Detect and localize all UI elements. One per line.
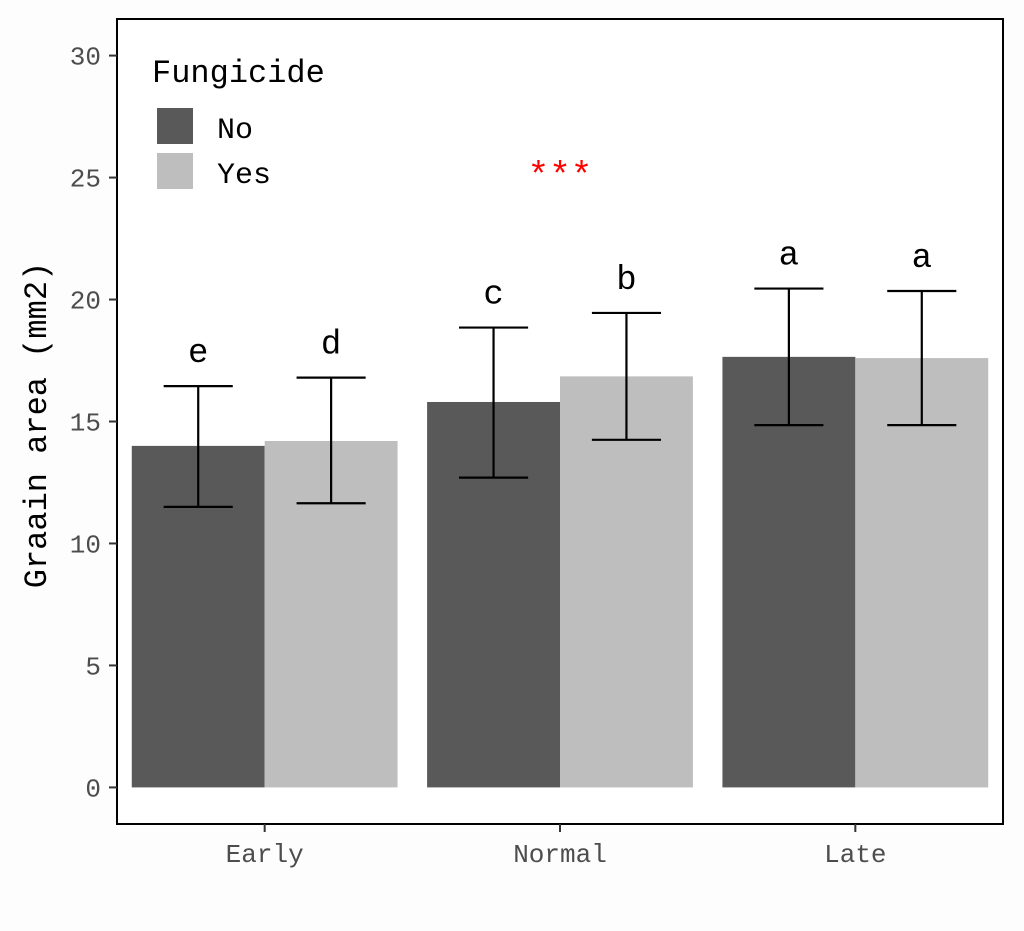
y-tick-label: 0 — [85, 774, 101, 804]
legend-swatch-no — [157, 108, 193, 144]
y-axis-title: Graain area (mm2) — [19, 262, 56, 588]
legend-swatch-yes — [157, 153, 193, 189]
legend-label-no: No — [217, 114, 253, 148]
bars — [131, 356, 989, 788]
bar — [855, 358, 989, 788]
y-tick-label: 25 — [70, 165, 101, 195]
error-bars — [163, 287, 957, 508]
bar — [722, 356, 856, 788]
y-tick-label: 5 — [85, 652, 101, 682]
y-tick-label: 15 — [70, 409, 101, 439]
significance-letter: c — [483, 277, 503, 315]
bar — [560, 376, 693, 788]
y-tick-label: 30 — [70, 43, 101, 73]
x-tick-label: Early — [226, 840, 304, 870]
legend-title: Fungicide — [152, 55, 325, 92]
y-tick-label: 10 — [70, 530, 101, 560]
significance-annotation: *** — [528, 157, 593, 198]
legend: Fungicide No Yes — [152, 55, 325, 193]
significance-letter: d — [321, 327, 341, 365]
significance-letter: e — [188, 335, 208, 373]
significance-letter: a — [779, 238, 799, 276]
significance-letters: e d c b a a — [188, 238, 932, 374]
significance-letter: a — [912, 240, 932, 278]
legend-label-yes: Yes — [217, 159, 271, 193]
y-axis: 0 5 10 15 20 25 30 — [70, 43, 117, 804]
x-axis: Early Normal Late — [226, 824, 887, 870]
y-tick-label: 20 — [70, 287, 101, 317]
significance-letter: b — [616, 262, 636, 300]
x-tick-label: Normal — [513, 840, 607, 870]
x-tick-label: Late — [824, 840, 886, 870]
